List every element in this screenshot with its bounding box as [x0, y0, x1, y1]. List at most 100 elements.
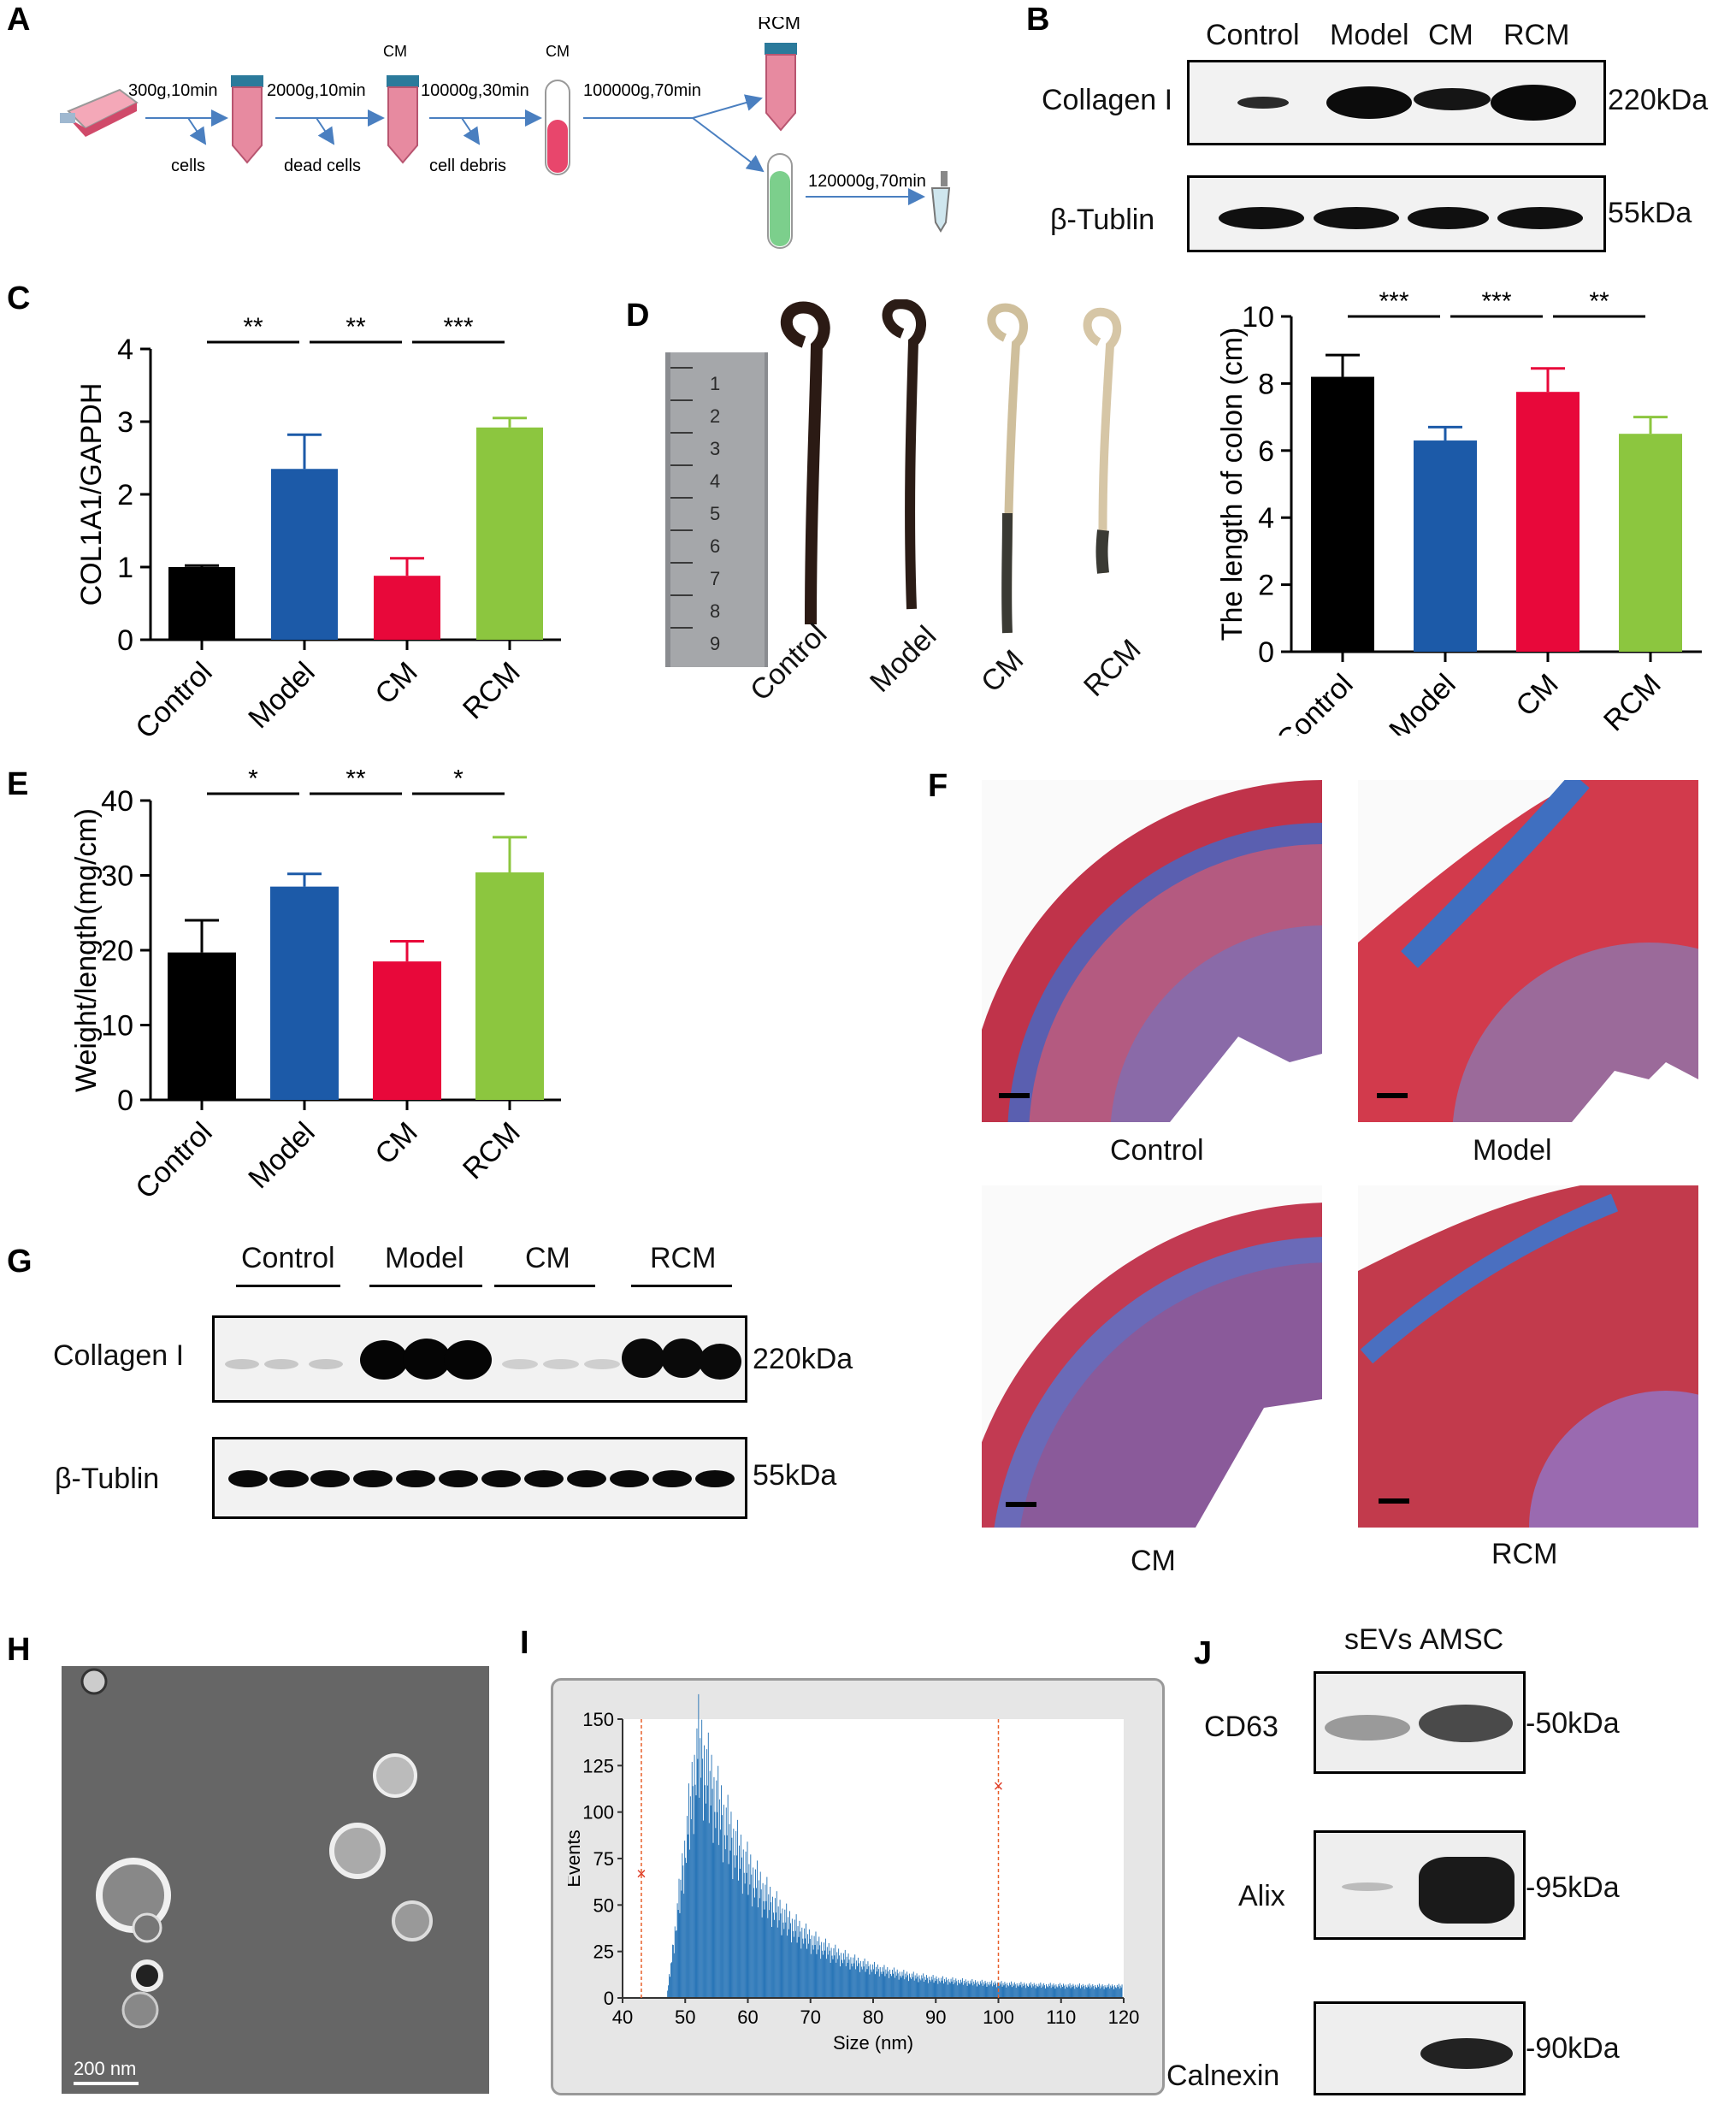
histogram-bar [698, 1693, 700, 1998]
x-tick-label: 50 [675, 2006, 695, 2028]
x-tick-label: RCM [457, 1116, 527, 1186]
histology-label-cm: CM [1131, 1545, 1176, 1577]
band [396, 1470, 435, 1487]
marker-x: × [994, 1777, 1004, 1796]
band [360, 1340, 408, 1380]
histogram-bar [923, 1973, 924, 1998]
histogram-bar [907, 1975, 909, 1998]
histogram-bar [727, 1794, 729, 1998]
histogram-bar [710, 1806, 712, 1998]
panel-label-a: A [7, 2, 31, 38]
group-label-model: Model [385, 1242, 464, 1274]
histogram-bar [954, 1983, 956, 1998]
group-underline [631, 1285, 732, 1287]
histogram-bar [1081, 1987, 1083, 1998]
histogram-bar [1039, 1985, 1041, 1998]
band [264, 1359, 298, 1369]
y-tick-label: 50 [593, 1894, 614, 1916]
histogram-bar [999, 1982, 1001, 1998]
histogram-bar [924, 1977, 926, 1998]
histogram-bar [980, 1983, 982, 1998]
histology-label-model: Model [1473, 1134, 1552, 1167]
x-tick-label: Model [242, 656, 321, 735]
histogram-bar [724, 1849, 726, 1998]
histogram-bar [973, 1981, 975, 1998]
histogram-bar [890, 1974, 892, 1998]
histogram-bar [715, 1828, 717, 1998]
histogram-bar [736, 1855, 738, 1998]
histogram-bar [900, 1977, 902, 1998]
histogram-bar [939, 1981, 941, 1998]
panel-label-d: D [626, 298, 650, 334]
histogram-bar [681, 1890, 682, 1998]
histogram-bar [803, 1943, 805, 1998]
histogram-bar [1062, 1986, 1063, 1998]
histogram-bar [812, 1945, 813, 1998]
histogram-bar [1064, 1989, 1066, 1998]
band [1342, 1882, 1393, 1891]
histogram-bar [869, 1974, 871, 1998]
histogram-bar [1080, 1988, 1081, 1998]
histogram-bar [726, 1835, 728, 1998]
step-label-1: 300g,10min [128, 81, 218, 100]
histogram-bar [1046, 1983, 1047, 1998]
y-tick-label: 4 [1258, 502, 1274, 535]
histogram-bar [850, 1957, 852, 1998]
histogram-bar [777, 1906, 779, 1998]
histogram-bar [824, 1938, 826, 1998]
bar-control [168, 567, 235, 640]
histogram-bar [844, 1949, 846, 1998]
histogram-bar [1041, 1988, 1042, 1998]
kda-220: 220kDa [1608, 84, 1709, 116]
ruler-digit: 8 [710, 600, 720, 622]
histogram-bar [1102, 1986, 1104, 1998]
histogram-bar [966, 1985, 968, 1998]
ruler-digit: 7 [710, 568, 720, 589]
histogram-bar [940, 1982, 942, 1998]
histogram-bar [747, 1894, 749, 1998]
band [1491, 85, 1576, 121]
histogram-bar [798, 1936, 800, 1998]
histogram-bar [751, 1874, 753, 1998]
histogram-bar [952, 1977, 954, 1998]
panel-label-b: B [1026, 2, 1050, 38]
histogram-bar [991, 1980, 993, 1998]
histogram-bar [961, 1977, 963, 1998]
histogram-bar [958, 1979, 960, 1998]
histogram-bar [688, 1783, 689, 1998]
histogram-bar [800, 1948, 802, 1998]
group-label-rcm: RCM [650, 1242, 717, 1274]
histogram-bar [1050, 1988, 1052, 1998]
histogram-bar [895, 1975, 897, 1998]
histogram-bar [849, 1969, 851, 1998]
histogram-bar [883, 1971, 884, 1998]
significance-label: ** [243, 313, 263, 341]
histogram-bar [676, 1903, 678, 1998]
histogram-bar [988, 1984, 989, 1998]
histogram-bar [900, 1976, 901, 1998]
x-tick-label: CM [369, 656, 423, 711]
y-axis-label: COL1A1/GAPDH [75, 383, 108, 606]
histogram-bar [716, 1780, 717, 1998]
histogram-bar [986, 1986, 988, 1998]
histogram-bar [757, 1907, 759, 1998]
histogram-bar [1105, 1987, 1107, 1998]
histogram-bar [712, 1788, 713, 1998]
histogram-bar [934, 1977, 936, 1998]
x-tick-label: Control [129, 1116, 218, 1205]
histogram-bar [818, 1936, 820, 1998]
histogram-bar [930, 1977, 932, 1998]
ruler-digit: 5 [710, 503, 720, 524]
histogram-bar [955, 1978, 957, 1998]
bar-cm [373, 961, 441, 1100]
histogram-bar [779, 1900, 781, 1998]
y-tick-label: 2 [1258, 570, 1274, 602]
histogram-bar [848, 1959, 850, 1998]
histogram-bar [723, 1835, 725, 1998]
histogram-bar [1097, 1984, 1098, 1998]
band [1219, 207, 1304, 229]
y-axis-label: Events [568, 1829, 584, 1887]
histogram-bar [963, 1981, 965, 1998]
histogram-bar [928, 1977, 930, 1998]
histogram-bar [908, 1981, 909, 1998]
